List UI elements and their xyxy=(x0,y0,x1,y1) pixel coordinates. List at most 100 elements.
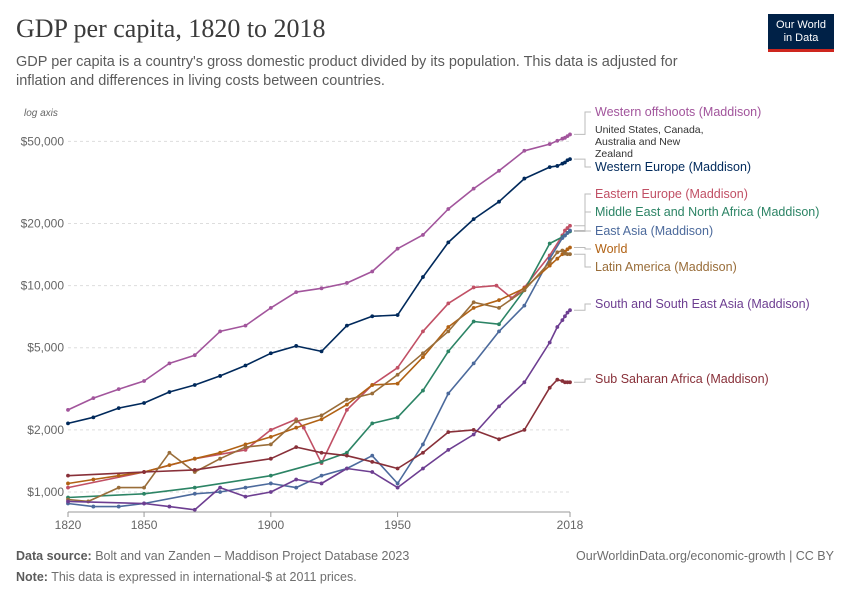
data-point[interactable] xyxy=(243,323,248,328)
data-point[interactable] xyxy=(547,142,552,146)
data-point[interactable] xyxy=(268,351,273,356)
series-line[interactable] xyxy=(67,246,571,485)
data-point[interactable] xyxy=(421,450,425,455)
data-point[interactable] xyxy=(268,473,273,478)
data-point[interactable] xyxy=(560,318,565,323)
data-point[interactable] xyxy=(370,470,375,474)
data-point[interactable] xyxy=(395,381,400,386)
data-point[interactable] xyxy=(555,377,560,382)
data-point[interactable] xyxy=(446,325,451,329)
data-point[interactable] xyxy=(497,322,501,327)
data-point[interactable] xyxy=(268,481,273,486)
data-point[interactable] xyxy=(568,245,572,250)
data-point[interactable] xyxy=(421,351,425,356)
data-point[interactable] xyxy=(294,445,299,450)
data-point[interactable] xyxy=(294,344,299,348)
data-point[interactable] xyxy=(66,473,70,478)
data-point[interactable] xyxy=(192,353,197,358)
data-point[interactable] xyxy=(243,447,248,452)
data-point[interactable] xyxy=(370,383,375,387)
data-point[interactable] xyxy=(66,485,70,490)
data-point[interactable] xyxy=(344,402,349,407)
data-point[interactable] xyxy=(497,437,501,442)
data-point[interactable] xyxy=(294,290,299,295)
data-point[interactable] xyxy=(446,329,451,334)
data-point[interactable] xyxy=(319,413,324,418)
data-point[interactable] xyxy=(471,361,476,366)
data-point[interactable] xyxy=(192,456,197,461)
data-point[interactable] xyxy=(555,164,560,168)
data-point[interactable] xyxy=(547,165,552,170)
data-point[interactable] xyxy=(497,199,501,204)
data-point[interactable] xyxy=(395,246,400,251)
data-point[interactable] xyxy=(192,491,197,496)
data-point[interactable] xyxy=(522,303,527,308)
data-point[interactable] xyxy=(497,404,501,409)
data-point[interactable] xyxy=(421,388,425,393)
data-point[interactable] xyxy=(471,432,476,437)
legend-label[interactable]: South and South East Asia (Maddison) xyxy=(595,297,810,311)
data-point[interactable] xyxy=(565,310,570,315)
data-point[interactable] xyxy=(421,233,425,237)
data-point[interactable] xyxy=(268,456,273,461)
data-point[interactable] xyxy=(471,300,476,305)
data-point[interactable] xyxy=(446,391,451,396)
data-point[interactable] xyxy=(421,275,425,279)
data-point[interactable] xyxy=(494,283,499,288)
data-point[interactable] xyxy=(522,288,527,293)
data-point[interactable] xyxy=(319,481,324,486)
data-point[interactable] xyxy=(344,453,349,458)
data-point[interactable] xyxy=(91,415,96,420)
data-point[interactable] xyxy=(560,248,565,253)
data-point[interactable] xyxy=(555,250,560,255)
data-point[interactable] xyxy=(344,397,349,402)
data-point[interactable] xyxy=(471,427,476,432)
data-point[interactable] xyxy=(319,450,324,455)
data-point[interactable] xyxy=(167,504,172,509)
data-point[interactable] xyxy=(565,231,570,235)
data-point[interactable] xyxy=(446,447,451,452)
owid-logo[interactable]: Our World in Data xyxy=(768,14,834,52)
legend-label[interactable]: Eastern Europe (Maddison) xyxy=(595,187,748,201)
data-point[interactable] xyxy=(547,385,552,390)
data-point[interactable] xyxy=(142,401,146,405)
data-point[interactable] xyxy=(167,463,172,467)
data-point[interactable] xyxy=(568,252,572,257)
data-point[interactable] xyxy=(395,365,400,370)
data-point[interactable] xyxy=(192,485,197,490)
data-point[interactable] xyxy=(568,380,572,385)
data-point[interactable] xyxy=(243,442,248,447)
data-point[interactable] xyxy=(294,485,299,490)
legend-label[interactable]: Sub Saharan Africa (Maddison) xyxy=(595,372,769,386)
data-point[interactable] xyxy=(370,391,375,396)
data-point[interactable] xyxy=(563,314,567,319)
data-point[interactable] xyxy=(142,470,146,474)
legend-label[interactable]: Western offshoots (Maddison) xyxy=(595,105,761,119)
data-point[interactable] xyxy=(370,459,375,464)
data-point[interactable] xyxy=(547,260,552,264)
data-point[interactable] xyxy=(568,223,572,228)
data-point[interactable] xyxy=(421,466,425,471)
data-point[interactable] xyxy=(142,501,146,506)
series-line[interactable] xyxy=(67,225,571,489)
data-point[interactable] xyxy=(294,477,299,482)
legend-label[interactable]: World xyxy=(595,242,627,256)
data-point[interactable] xyxy=(344,281,349,285)
series-line[interactable] xyxy=(67,229,571,508)
data-point[interactable] xyxy=(471,305,476,310)
data-point[interactable] xyxy=(319,473,324,478)
data-point[interactable] xyxy=(370,421,375,426)
data-point[interactable] xyxy=(301,425,306,430)
data-point[interactable] xyxy=(218,490,223,494)
data-point[interactable] xyxy=(568,157,572,162)
data-point[interactable] xyxy=(116,473,121,478)
data-point[interactable] xyxy=(568,132,572,137)
data-point[interactable] xyxy=(395,485,400,490)
data-point[interactable] xyxy=(446,240,451,245)
data-point[interactable] xyxy=(66,481,70,486)
data-point[interactable] xyxy=(563,228,567,233)
data-point[interactable] xyxy=(167,450,172,455)
data-point[interactable] xyxy=(268,490,273,494)
data-point[interactable] xyxy=(142,491,146,496)
data-point[interactable] xyxy=(555,256,560,261)
